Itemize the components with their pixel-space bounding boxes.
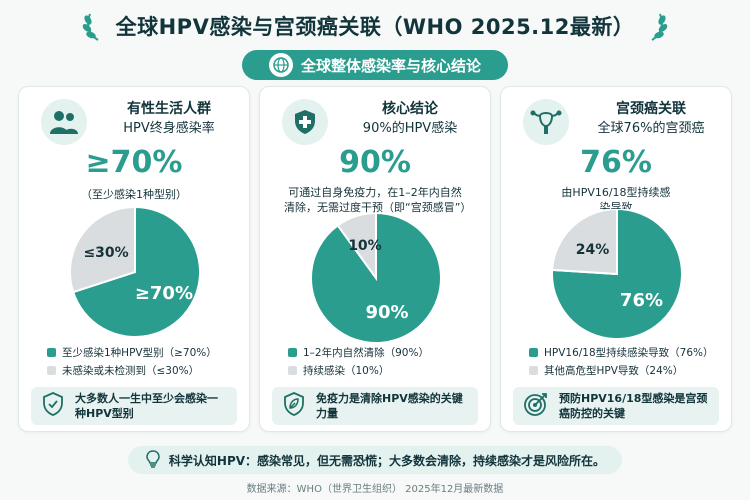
legend-item: 持续感染（10%）: [288, 361, 482, 379]
legend-item: HPV16/18型持续感染导致（76%）: [529, 343, 723, 361]
tip-text: 免疫力是清除HPV感染的关键力量: [316, 392, 463, 420]
card-heading: 宫颈癌关联 全球76%的宫颈癌: [579, 99, 723, 139]
card-note: （至少感染1种型别）: [81, 188, 187, 201]
card-subtitle: HPV终身感染率: [123, 121, 215, 136]
pie-slice: [336, 213, 377, 282]
uterus-icon: [523, 99, 569, 145]
people-icon: [41, 99, 87, 145]
globe-icon: [268, 53, 293, 77]
tip-text: 大多数人一生中至少会感染一种HPV型别: [75, 392, 218, 420]
banner-text: 科学认知HPV：感染常见，但无需恐慌；大多数会清除，持续感染才是风险所在。: [168, 453, 606, 468]
pie-slice-label: 24%: [576, 242, 610, 258]
conclusion-banner: 科学认知HPV：感染常见，但无需恐慌；大多数会清除，持续感染才是风险所在。: [128, 446, 622, 474]
legend-label: 其他高危型HPV导致（24%）: [544, 364, 684, 377]
data-source: 数据来源：WHO（世界卫生组织） 2025年12月最新数据: [246, 484, 504, 495]
card-natural-clearance: 核心结论 90%的HPV感染 90% 可通过自身免疫力，在1–2年内自然清除，无…: [259, 86, 491, 432]
pie-chart-cancer: 76% 24%: [551, 209, 683, 339]
legend-swatch-grey: [529, 365, 538, 375]
card-tip: 预防HPV16/18型感染是宫颈癌防控的关键: [513, 387, 719, 425]
page-title: 全球HPV感染与宫颈癌关联（WHO 2025.12最新）: [115, 15, 635, 39]
legend-item: 未感染或未检测到（≤30%）: [47, 361, 241, 379]
pie-slice-label: 90%: [366, 302, 409, 323]
pie-slice: [310, 213, 442, 343]
card-cervical-cancer: 宫颈癌关联 全球76%的宫颈癌 76% 由HPV16/18型持续感染导致 76%…: [500, 86, 732, 432]
pie-legend: HPV16/18型持续感染导致（76%） 其他高危型HPV导致（24%）: [529, 343, 723, 379]
card-tip: 免疫力是清除HPV感染的关键力量: [272, 387, 478, 425]
pie-slice-label: 10%: [348, 238, 382, 254]
legend-item: 至少感染1种HPV型别（≥70%）: [47, 343, 241, 361]
big-number: ≥70%: [85, 145, 183, 180]
legend-item: 1–2年内自然清除（90%）: [288, 343, 482, 361]
legend-label: 1–2年内自然清除（90%）: [303, 346, 429, 359]
pie-slice: [69, 207, 136, 294]
legend-swatch-teal: [529, 347, 538, 357]
laurel-left-icon: [82, 13, 99, 41]
subtitle-pill: 全球整体感染率与核心结论: [242, 50, 508, 80]
card-heading: 有性生活人群 HPV终身感染率: [97, 99, 241, 139]
legend-label: 至少感染1种HPV型别（≥70%）: [62, 346, 217, 359]
pie-slice-label: ≥70%: [135, 283, 193, 304]
card-lifetime-infection: 有性生活人群 HPV终身感染率 ≥70% （至少感染1种型别） ≥70% ≤30%…: [18, 86, 250, 432]
shield-plus-icon: [282, 99, 328, 145]
legend-item: 其他高危型HPV导致（24%）: [529, 361, 723, 379]
card-subtitle: 全球76%的宫颈癌: [597, 121, 705, 136]
legend-swatch-teal: [288, 347, 297, 357]
tip-text: 预防HPV16/18型感染是宫颈癌防控的关键: [559, 392, 708, 420]
legend-swatch-teal: [47, 347, 56, 357]
card-tip: 大多数人一生中至少会感染一种HPV型别: [31, 387, 237, 425]
pie-chart-lifetime: ≥70% ≤30%: [69, 207, 201, 337]
target-icon: [523, 391, 549, 421]
legend-label: 持续感染（10%）: [303, 364, 390, 377]
title-row: 全球HPV感染与宫颈癌关联（WHO 2025.12最新）: [0, 8, 750, 44]
leaf-shield-icon: [282, 391, 306, 421]
pie-slice: [551, 209, 683, 339]
card-note: 可通过自身免疫力，在1–2年内自然清除，无需过度干预（即“宫颈感冒”）: [284, 186, 472, 214]
pie-legend: 至少感染1种HPV型别（≥70%） 未感染或未检测到（≤30%）: [47, 343, 241, 379]
legend-swatch-grey: [288, 365, 297, 375]
card-subtitle: 90%的HPV感染: [362, 121, 458, 136]
pie-slice: [71, 207, 201, 337]
card-title: 有性生活人群: [127, 101, 211, 117]
pie-chart-clearance: 90% 10%: [310, 213, 442, 343]
pie-legend: 1–2年内自然清除（90%） 持续感染（10%）: [288, 343, 482, 379]
card-title: 核心结论: [382, 101, 438, 117]
big-number: 76%: [580, 145, 652, 180]
big-number: 90%: [339, 145, 411, 180]
pie-slice: [551, 209, 618, 276]
pie-slice-label: ≤30%: [83, 245, 128, 261]
subtitle-text: 全球整体感染率与核心结论: [300, 56, 481, 75]
laurel-right-icon: [651, 13, 668, 41]
legend-swatch-grey: [47, 365, 56, 375]
shield-check-icon: [41, 391, 65, 421]
legend-label: 未感染或未检测到（≤30%）: [62, 364, 200, 377]
legend-label: HPV16/18型持续感染导致（76%）: [544, 346, 714, 359]
card-heading: 核心结论 90%的HPV感染: [338, 99, 482, 139]
lightbulb-icon: [145, 449, 161, 471]
pie-slice-label: 76%: [620, 290, 663, 311]
card-title: 宫颈癌关联: [616, 101, 686, 117]
